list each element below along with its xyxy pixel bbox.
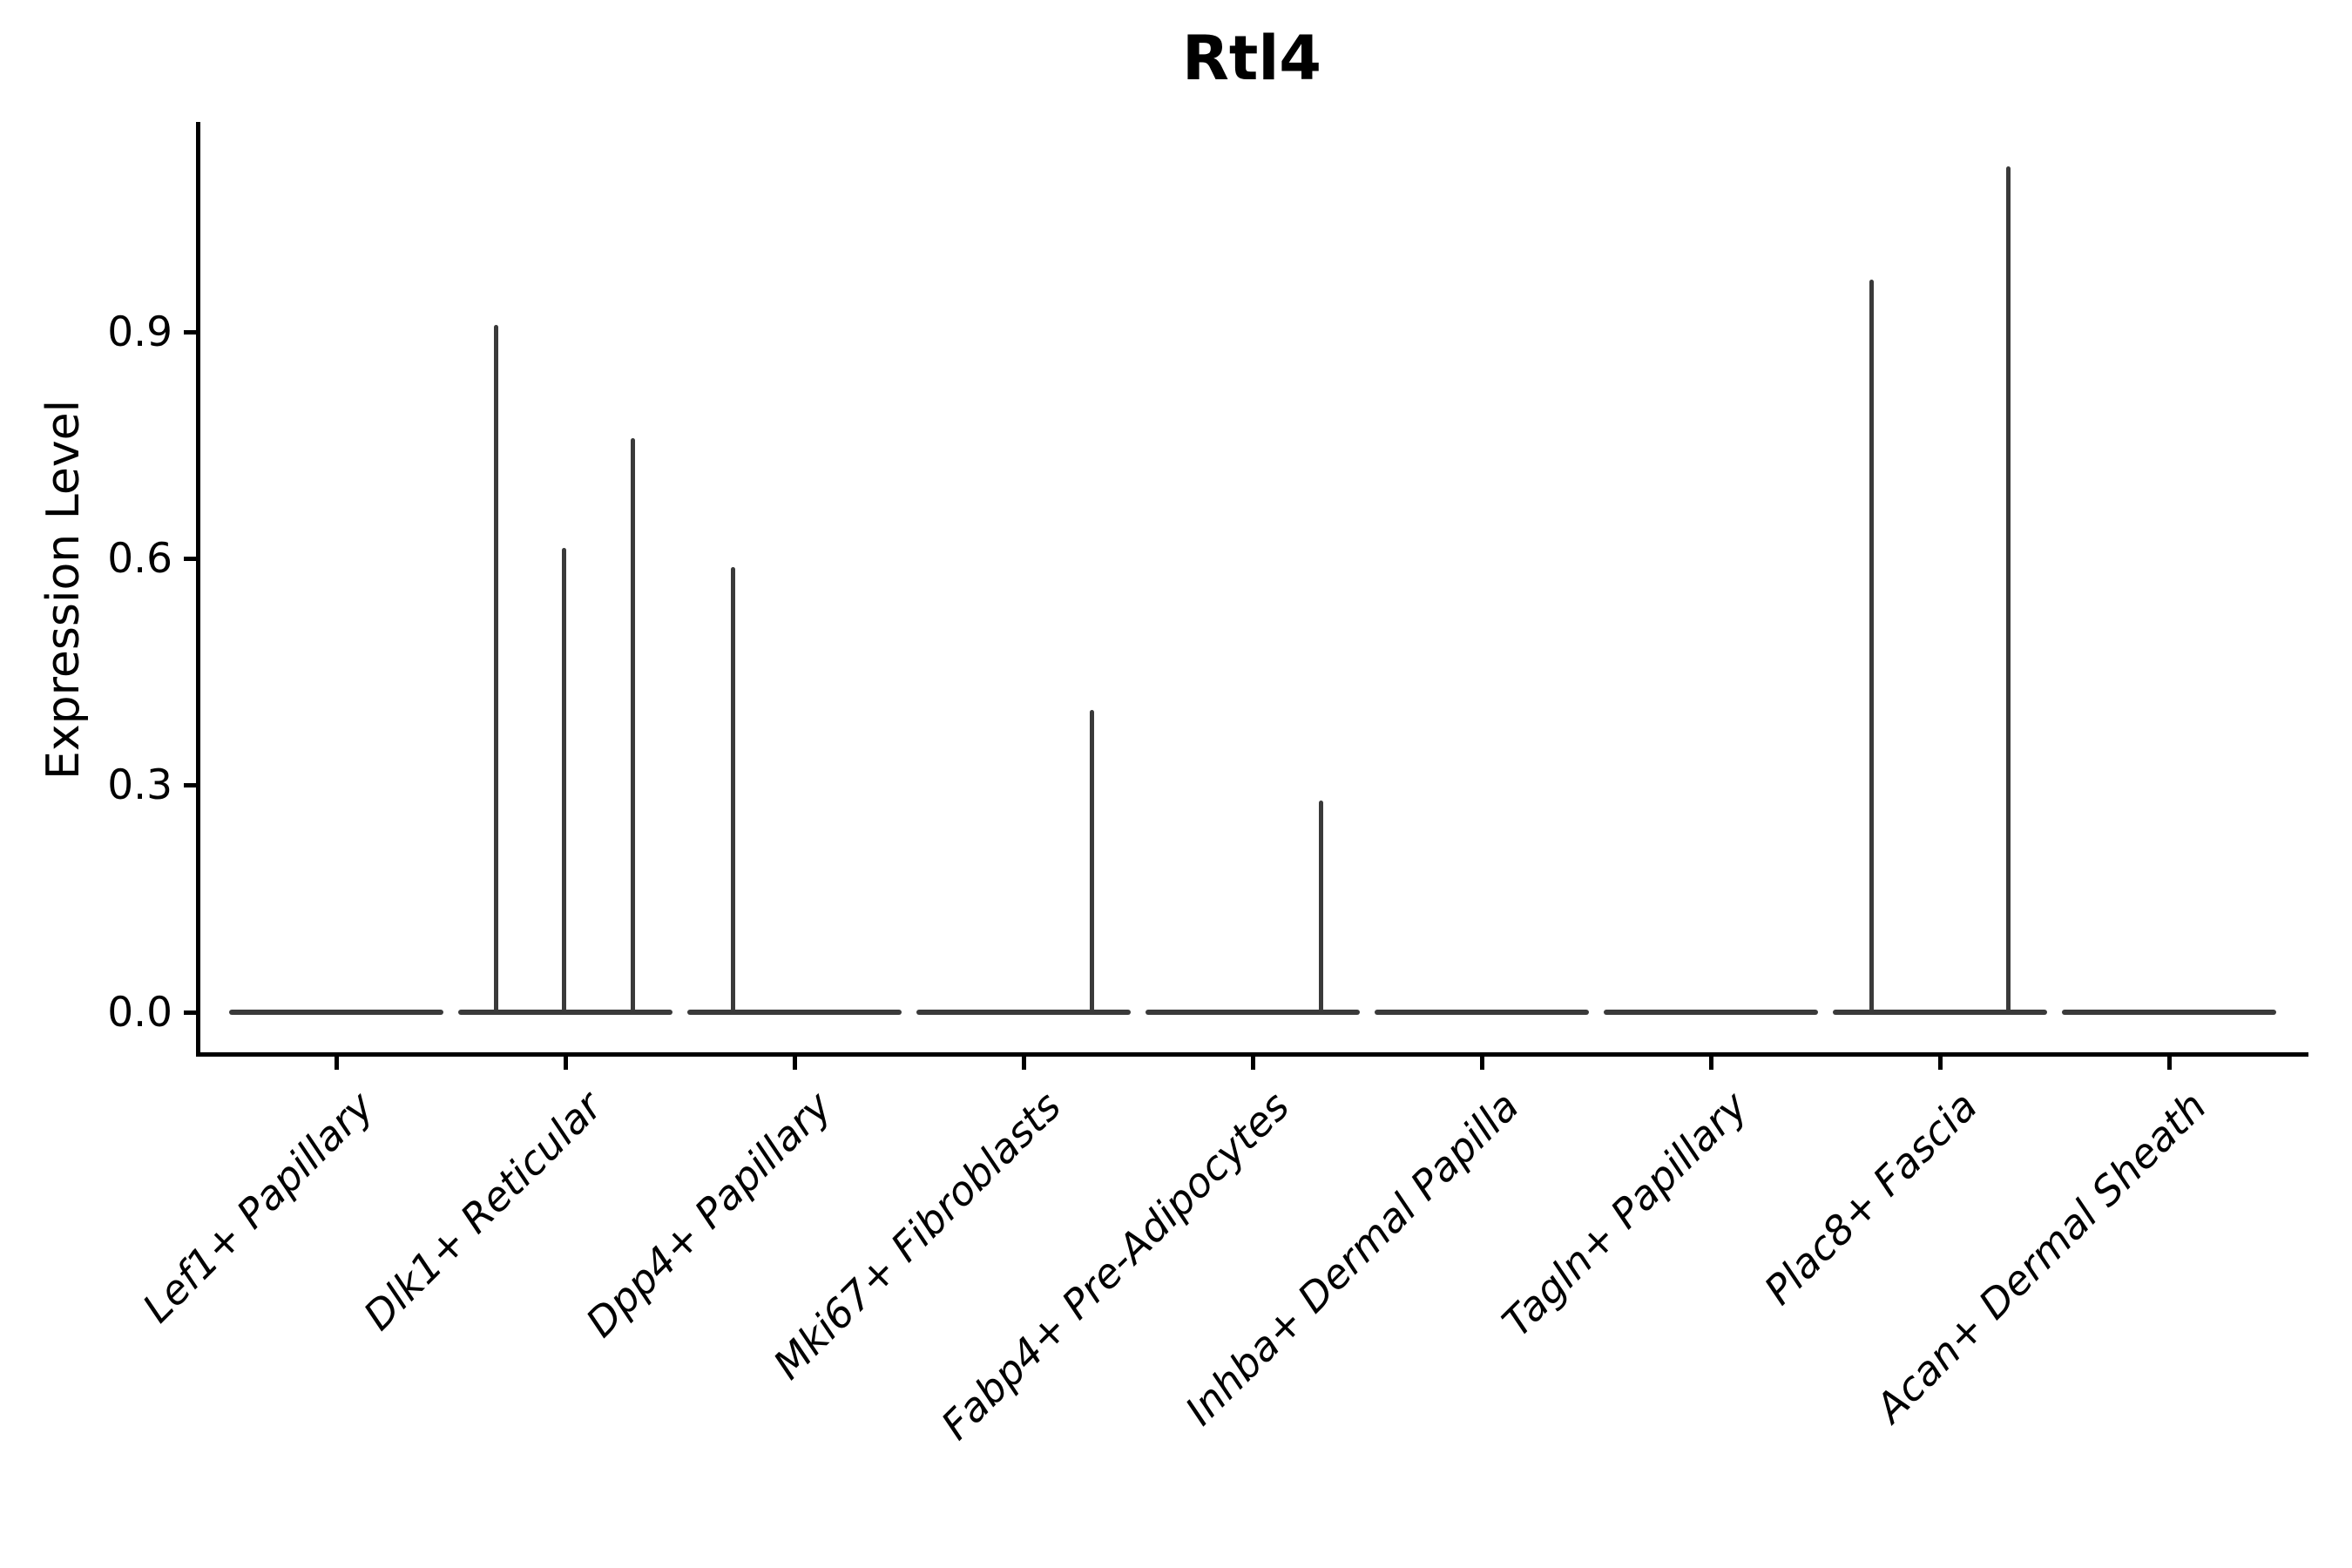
x-tick-label-plac8-fascia: Plac8+ Fascia [1754,1082,1986,1314]
y-tick [184,330,197,335]
y-tick [184,783,197,788]
violin-baseline-dpp4-papillary [687,1010,902,1015]
violin-baseline-lef1-papillary [229,1010,443,1015]
x-tick [1937,1057,1943,1070]
violin-spike-dpp4-papillary [730,566,735,1014]
x-axis-spine [196,1052,2308,1057]
violin-spike-dlk1-reticular [493,325,498,1014]
x-tick [1250,1057,1255,1070]
y-tick-label: 0.0 [107,988,172,1037]
violin-spike-dlk1-reticular [561,547,566,1014]
x-tick [334,1057,339,1070]
y-axis-spine [196,122,200,1057]
violin-baseline-fabp4-pre-adipocytes [1146,1010,1360,1015]
violin-spike-mki67-fibroblasts [1089,710,1094,1014]
x-tick-label-tagln-papillary: Tagln+ Papillary [1493,1082,1757,1346]
violin-spike-plac8-fascia [2005,166,2011,1014]
violin-baseline-mki67-fibroblasts [916,1010,1131,1015]
x-tick [2166,1057,2172,1070]
violin-baseline-tagln-papillary [1604,1010,1818,1015]
y-tick [184,1010,197,1015]
chart-title: Rtl4 [1181,23,1322,94]
x-tick [792,1057,797,1070]
violin-baseline-acan-dermal-sheath [2062,1010,2276,1015]
violin-spike-plac8-fascia [1869,280,1874,1014]
x-tick [563,1057,568,1070]
x-tick-label-dlk1-reticular: Dlk1+ Reticular [355,1082,612,1340]
violin-spike-dlk1-reticular [630,438,635,1014]
y-tick-label: 0.3 [107,761,172,810]
y-tick [184,557,197,562]
x-tick-label-dpp4-papillary: Dpp4+ Papillary [577,1082,841,1347]
y-tick-label: 0.9 [107,308,172,357]
x-tick-label-lef1-papillary: Lef1+ Papillary [132,1082,382,1332]
x-tick [1021,1057,1026,1070]
y-tick-label: 0.6 [107,535,172,584]
violin-baseline-plac8-fascia [1833,1010,2047,1015]
y-axis-label: Expression Level [37,399,90,781]
x-tick [1479,1057,1484,1070]
x-tick [1708,1057,1713,1070]
violin-baseline-inhba-dermal-papilla [1375,1010,1589,1015]
violin-spike-fabp4-pre-adipocytes [1318,801,1323,1014]
